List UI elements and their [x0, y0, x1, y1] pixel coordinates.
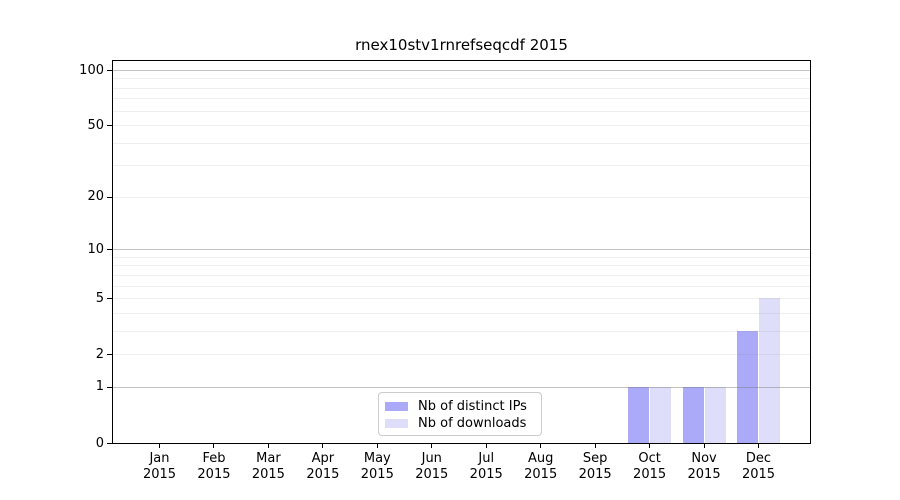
- y-tick-mark: [107, 249, 112, 251]
- x-tick-label: Mar 2015: [251, 451, 285, 482]
- y-tick-label: 1: [95, 379, 104, 395]
- major-gridline: [113, 70, 810, 71]
- y-tick-mark: [107, 70, 112, 71]
- bar-distinct-ips: [737, 330, 758, 443]
- downloads-swatch-icon: [385, 419, 408, 428]
- legend-item-downloads: Nb of downloads: [385, 415, 533, 432]
- x-tick-mark: [376, 444, 378, 448]
- y-tick-label: 10: [87, 241, 104, 257]
- x-tick-label: Oct 2015: [633, 451, 667, 482]
- y-tick-mark: [107, 386, 112, 388]
- y-tick-mark: [107, 125, 112, 127]
- y-tick-mark: [107, 196, 112, 198]
- y-tick-label: 20: [87, 189, 104, 205]
- legend: Nb of distinct IPs Nb of downloads: [378, 392, 542, 436]
- bar-downloads: [704, 386, 726, 443]
- x-tick-label: Aug 2015: [524, 451, 558, 482]
- y-tick-label: 2: [95, 346, 104, 362]
- x-tick-label: Nov 2015: [687, 451, 721, 482]
- major-gridline: [113, 386, 810, 388]
- legend-label: Nb of distinct IPs: [418, 399, 527, 414]
- minor-gridline: [113, 256, 810, 258]
- x-tick-mark: [267, 444, 269, 448]
- x-tick-label: May 2015: [360, 451, 394, 482]
- x-tick-label: Feb 2015: [197, 451, 231, 482]
- y-tick-label: 0: [95, 435, 104, 451]
- x-tick-mark: [703, 444, 705, 448]
- minor-gridline: [113, 196, 810, 198]
- y-tick-mark: [107, 298, 112, 300]
- minor-gridline: [113, 274, 810, 276]
- x-tick-label: Dec 2015: [741, 451, 776, 482]
- y-tick-mark: [107, 354, 112, 356]
- legend-item-distinct-ips: Nb of distinct IPs: [385, 398, 533, 415]
- x-tick-label: Jul 2015: [469, 451, 503, 482]
- x-tick-mark: [649, 444, 651, 448]
- x-tick-label: Jun 2015: [415, 451, 449, 482]
- bar-downloads: [650, 386, 672, 443]
- bar-distinct-ips: [628, 386, 650, 443]
- minor-gridline: [113, 354, 810, 356]
- x-tick-label: Sep 2015: [578, 451, 612, 482]
- minor-gridline: [113, 142, 810, 144]
- chart-title: rnex10stv1rnrefseqcdf 2015: [355, 36, 568, 54]
- x-tick-mark: [758, 444, 759, 448]
- bar-distinct-ips: [682, 386, 704, 443]
- minor-gridline: [113, 330, 810, 332]
- minor-gridline: [113, 78, 810, 80]
- y-tick-label: 100: [79, 62, 104, 78]
- major-gridline: [113, 249, 810, 251]
- x-tick-label: Jan 2015: [142, 451, 177, 482]
- x-tick-mark: [485, 444, 487, 448]
- x-tick-mark: [322, 444, 324, 448]
- minor-gridline: [113, 165, 810, 167]
- x-tick-mark: [213, 444, 215, 448]
- minor-gridline: [113, 125, 810, 127]
- x-tick-mark: [159, 444, 160, 448]
- x-tick-mark: [540, 444, 542, 448]
- y-tick-mark: [107, 443, 112, 444]
- minor-gridline: [113, 285, 810, 287]
- legend-label: Nb of downloads: [418, 416, 527, 431]
- minor-gridline: [113, 265, 810, 267]
- minor-gridline: [113, 87, 810, 89]
- minor-gridline: [113, 110, 810, 112]
- x-tick-label: Apr 2015: [306, 451, 340, 482]
- minor-gridline: [113, 98, 810, 100]
- plot-area: [112, 60, 811, 444]
- x-tick-mark: [431, 444, 433, 448]
- bar-downloads: [759, 298, 780, 443]
- distinct-ips-swatch-icon: [385, 402, 408, 411]
- y-tick-label: 50: [87, 117, 104, 133]
- x-tick-mark: [594, 444, 596, 448]
- minor-gridline: [113, 312, 810, 314]
- y-tick-label: 5: [95, 290, 104, 306]
- minor-gridline: [113, 298, 810, 300]
